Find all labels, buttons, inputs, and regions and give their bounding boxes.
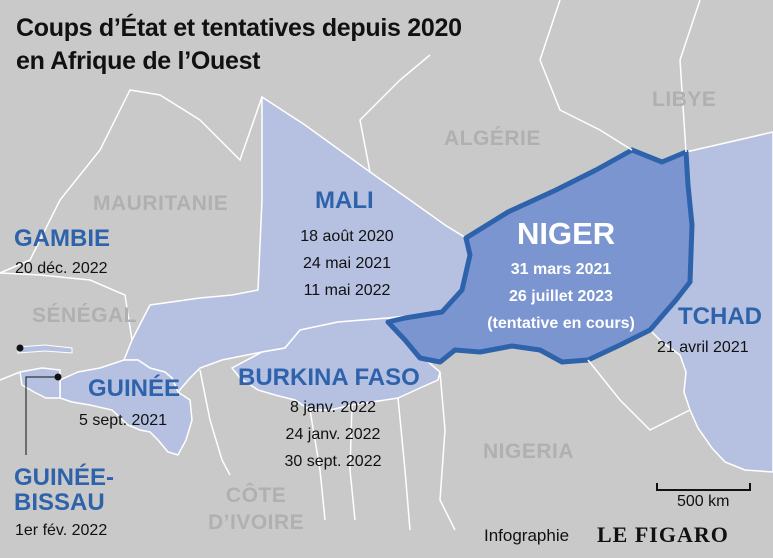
burkina-date-2: 24 janv. 2022 <box>285 426 381 443</box>
guinee-bissau-name: GUINÉE- BISSAU <box>14 465 114 515</box>
mali-date-1: 18 août 2020 <box>300 228 394 245</box>
cote-line-2: D’IVOIRE <box>208 511 305 534</box>
niger-note: (tentative en cours) <box>487 315 635 332</box>
title-line-2: en Afrique de l’Ouest <box>16 47 261 75</box>
label-nigeria: NIGERIA <box>483 440 575 463</box>
scale-bar <box>656 483 751 491</box>
tchad-date: 21 avril 2021 <box>657 339 749 356</box>
mali-date-2: 24 mai 2021 <box>302 255 392 272</box>
cote-line-1: CÔTE <box>225 484 287 507</box>
niger-date-1: 31 mars 2021 <box>510 261 612 278</box>
leader-line-guinee-bissau <box>25 376 58 455</box>
gambie-date: 20 déc. 2022 <box>15 260 108 277</box>
guinee-bissau-name-line-2: BISSAU <box>14 489 105 516</box>
label-algerie: ALGÉRIE <box>444 127 541 150</box>
label-mauritanie: MAURITANIE <box>93 192 229 215</box>
burkina-name: BURKINA FASO <box>238 364 420 391</box>
niger-name: NIGER <box>517 216 616 251</box>
credit-label: Infographie <box>484 526 570 545</box>
label-libye: LIBYE <box>652 88 717 111</box>
tchad-name: TCHAD <box>678 303 762 330</box>
mali-name: MALI <box>315 187 374 214</box>
border-lines <box>0 0 701 531</box>
guinee-bissau-date: 1er fév. 2022 <box>15 522 108 539</box>
guinee-name: GUINÉE <box>88 375 181 402</box>
label-senegal: SÉNÉGAL <box>32 304 138 327</box>
scale-label: 500 km <box>677 493 730 510</box>
niger-dates: 31 mars 2021 26 juillet 2023 (tentative … <box>476 256 646 337</box>
marker-guinee-bissau <box>54 373 62 381</box>
map-title: Coups d’État et tentatives depuis 2020 e… <box>16 12 462 78</box>
le-figaro-logo: LE FIGARO <box>597 522 729 547</box>
niger-shape <box>385 147 695 365</box>
burkina-date-3: 30 sept. 2022 <box>284 453 382 470</box>
burkina-date-1: 8 janv. 2022 <box>290 399 376 416</box>
guinee-shape <box>59 359 193 456</box>
label-cote-divoire: CÔTE D’IVOIRE <box>208 482 304 536</box>
burkina-dates: 8 janv. 2022 24 janv. 2022 30 sept. 2022 <box>268 394 398 475</box>
gambie-shape <box>17 344 73 354</box>
guinee-bissau-name-line-1: GUINÉE- <box>14 464 115 491</box>
niger-date-2: 26 juillet 2023 <box>508 288 614 305</box>
gambie-name: GAMBIE <box>14 225 110 252</box>
title-line-1: Coups d’État et tentatives depuis 2020 <box>16 14 462 42</box>
marker-gambie <box>16 344 24 352</box>
mali-date-3: 11 mai 2022 <box>303 282 391 299</box>
guinee-date: 5 sept. 2021 <box>79 412 168 429</box>
mali-dates: 18 août 2020 24 mai 2021 11 mai 2022 <box>282 223 412 304</box>
